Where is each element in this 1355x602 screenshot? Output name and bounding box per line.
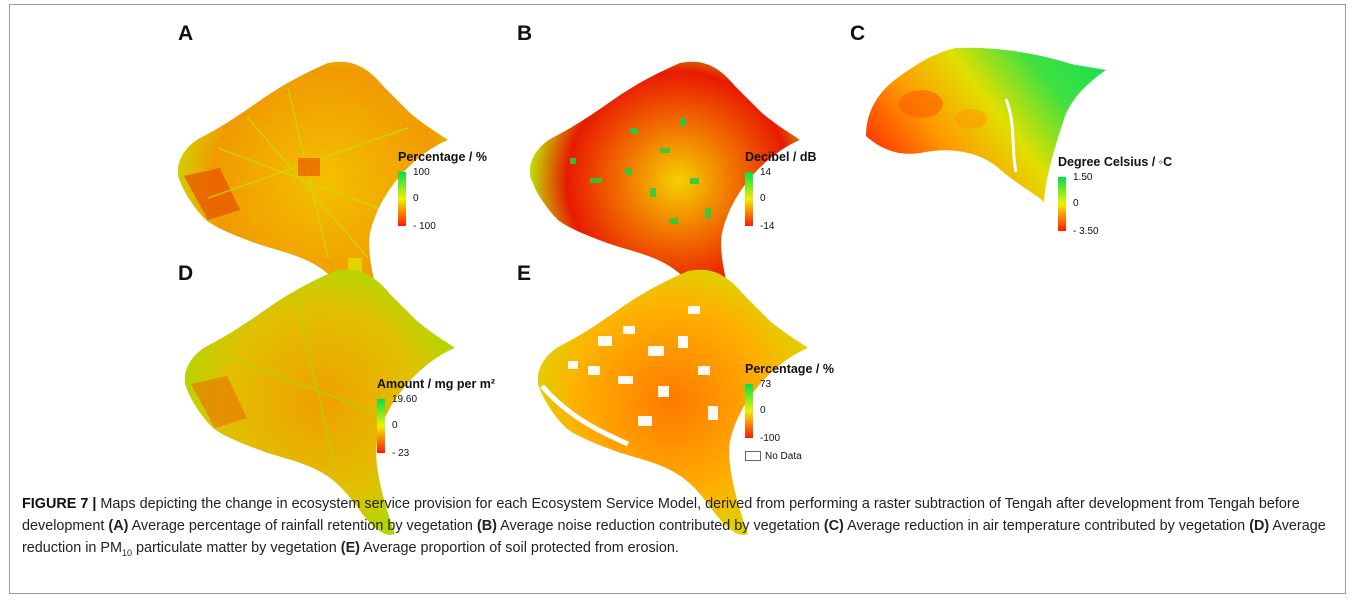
legend-max: 100 bbox=[413, 167, 430, 178]
legend-min: -14 bbox=[760, 221, 775, 232]
legend-title: Decibel / dB bbox=[745, 150, 817, 164]
panel-b-legend: Decibel / dB 14 0 -14 bbox=[745, 150, 885, 240]
figure-caption: FIGURE 7 | Maps depicting the change in … bbox=[22, 493, 1337, 559]
legend-min: - 3.50 bbox=[1073, 226, 1099, 237]
panel-d-legend: Amount / mg per m² 19.60 0 - 23 bbox=[377, 377, 517, 467]
caption-tag-c: (C) bbox=[823, 518, 844, 534]
legend-title: Degree Celsius / ◦C bbox=[1058, 155, 1173, 169]
caption-separator: | bbox=[92, 496, 97, 512]
figure-number: FIGURE 7 bbox=[22, 496, 89, 512]
panel-a-legend: Percentage / % 100 0 - 100 bbox=[398, 150, 538, 240]
caption-tag-e: (E) bbox=[340, 540, 360, 556]
panel-e-label: E bbox=[517, 262, 532, 285]
panel-b-label: B bbox=[517, 22, 533, 45]
legend-title: Percentage / % bbox=[745, 362, 834, 376]
legend-mid: 0 bbox=[392, 420, 398, 431]
caption-intro: Maps depicting the change in ecosystem s… bbox=[22, 496, 1300, 534]
nodata-label: No Data bbox=[765, 451, 802, 462]
legend-title: Percentage / % bbox=[398, 150, 487, 164]
legend-mid: 0 bbox=[760, 405, 766, 416]
panel-e-legend: Percentage / % 73 0 -100 bbox=[745, 362, 885, 452]
panel-c-legend: Degree Celsius / ◦C 1.50 0 - 3.50 bbox=[1058, 155, 1198, 245]
legend-title: Amount / mg per m² bbox=[377, 377, 496, 391]
caption-tag-d: (D) bbox=[1249, 518, 1270, 534]
legend-mid: 0 bbox=[1073, 198, 1079, 209]
panel-c-label: C bbox=[850, 22, 866, 45]
caption-text-b: Average noise reduction contributed by v… bbox=[496, 518, 824, 534]
legend-colorbar bbox=[745, 172, 753, 226]
caption-text-c: Average reduction in air temperature con… bbox=[843, 518, 1250, 534]
panel-a-label: A bbox=[178, 22, 194, 45]
legend-max: 73 bbox=[760, 379, 772, 390]
figure-frame bbox=[9, 4, 1346, 594]
legend-max: 14 bbox=[760, 167, 772, 178]
legend-colorbar bbox=[377, 399, 385, 453]
legend-mid: 0 bbox=[760, 193, 766, 204]
legend-min: -100 bbox=[760, 433, 781, 444]
legend-mid: 0 bbox=[413, 193, 419, 204]
panel-e-map bbox=[538, 269, 808, 535]
legend-colorbar bbox=[745, 384, 753, 438]
caption-text-d-post: particulate matter by vegetation bbox=[132, 540, 341, 556]
caption-text-d-pre: Average reduction in PM bbox=[22, 518, 1326, 556]
nodata-legend: No Data bbox=[745, 451, 802, 462]
panel-b-map bbox=[530, 61, 800, 327]
legend-min: - 23 bbox=[392, 448, 410, 459]
legend-max: 1.50 bbox=[1073, 172, 1093, 183]
caption-tag-b: (B) bbox=[476, 518, 497, 534]
panel-d-label: D bbox=[178, 262, 194, 285]
caption-pm-subscript: 10 bbox=[121, 547, 132, 558]
panel-c-map bbox=[866, 47, 1106, 202]
caption-tag-a: (A) bbox=[108, 518, 129, 534]
legend-colorbar bbox=[398, 172, 406, 226]
caption-text-a: Average percentage of rainfall retention… bbox=[128, 518, 477, 534]
nodata-swatch bbox=[745, 451, 761, 462]
panel-d-map bbox=[185, 269, 455, 535]
legend-min: - 100 bbox=[413, 221, 436, 232]
caption-text-e: Average proportion of soil protected fro… bbox=[359, 540, 679, 556]
legend-colorbar bbox=[1058, 177, 1066, 231]
legend-max: 19.60 bbox=[392, 394, 418, 405]
